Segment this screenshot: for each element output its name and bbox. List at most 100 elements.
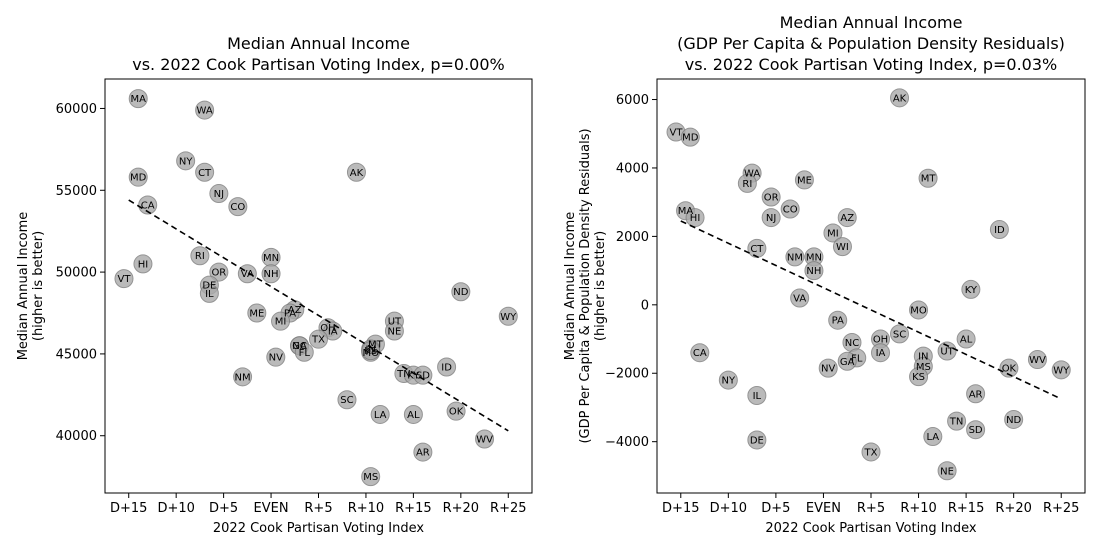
data-point-label: AL bbox=[407, 410, 420, 421]
data-point-al bbox=[956, 329, 976, 349]
data-point-label: MD bbox=[682, 133, 699, 144]
data-point-nm bbox=[233, 367, 253, 387]
x-tick-label: R+25 bbox=[490, 501, 526, 516]
data-point-label: WA bbox=[197, 106, 213, 117]
plot-frame bbox=[656, 78, 1086, 494]
data-point-label: ND bbox=[453, 287, 468, 298]
data-point-label: NE bbox=[940, 466, 954, 477]
y-tick-label: 55000 bbox=[56, 184, 97, 199]
data-point-tx bbox=[309, 329, 328, 349]
data-point-label: UT bbox=[388, 317, 402, 328]
data-point-label: MS bbox=[363, 472, 378, 483]
data-point-label: OK bbox=[449, 407, 464, 418]
plot-frame bbox=[104, 78, 533, 494]
x-tick-label: D+5 bbox=[209, 501, 238, 516]
data-point-ky bbox=[961, 279, 981, 299]
data-point-label: NH bbox=[264, 269, 279, 280]
data-point-al bbox=[403, 404, 423, 424]
y-tick-label: 0 bbox=[641, 298, 649, 313]
data-point-label: SD bbox=[969, 425, 983, 436]
chart-title-line: Median Annual Income bbox=[227, 34, 410, 53]
data-point-wa bbox=[195, 100, 215, 120]
data-point-label: CO bbox=[783, 205, 798, 216]
data-point-label: VA bbox=[793, 293, 806, 304]
data-point-label: AZ bbox=[288, 305, 302, 316]
data-point-label: MA bbox=[130, 94, 146, 105]
x-tick-label: D+5 bbox=[761, 501, 790, 516]
data-point-label: AL bbox=[960, 335, 973, 346]
data-point-label: PA bbox=[832, 316, 844, 327]
data-point-label: IL bbox=[205, 289, 214, 300]
data-point-label: ME bbox=[797, 175, 812, 186]
data-point-la bbox=[923, 427, 943, 447]
data-point-label: LA bbox=[374, 410, 387, 421]
y-axis-label-line: Median Annual Income bbox=[16, 212, 31, 361]
data-point-ut bbox=[937, 341, 957, 361]
data-point-label: NY bbox=[179, 156, 193, 167]
data-point-wi bbox=[832, 237, 852, 257]
data-point-label: OK bbox=[1002, 364, 1017, 375]
y-axis-label-line: (higher is better) bbox=[31, 231, 46, 341]
data-point-label: GA bbox=[292, 341, 307, 352]
data-point-label: CT bbox=[750, 244, 764, 255]
data-point-label: RI bbox=[742, 179, 752, 190]
data-point-label: NY bbox=[722, 376, 736, 387]
data-point-hi bbox=[685, 208, 705, 228]
x-tick-label: R+20 bbox=[995, 501, 1031, 516]
data-point-label: KS bbox=[364, 346, 377, 357]
data-point-il bbox=[199, 283, 219, 303]
data-point-label: DE bbox=[750, 435, 764, 446]
data-point-vt bbox=[114, 269, 134, 289]
data-point-il bbox=[747, 385, 767, 405]
x-tick-label: R+5 bbox=[857, 501, 885, 516]
data-point-nh bbox=[261, 264, 281, 284]
data-point-label: NM bbox=[235, 372, 251, 383]
data-point-label: MT bbox=[368, 340, 384, 351]
data-point-label: TN bbox=[396, 369, 411, 380]
data-point-sc bbox=[337, 390, 357, 410]
data-point-label: FL bbox=[299, 348, 311, 359]
data-point-label: SC bbox=[340, 395, 353, 406]
y-tick-label: 6000 bbox=[616, 93, 649, 108]
chart-title-line: (GDP Per Capita & Population Density Res… bbox=[677, 34, 1065, 53]
data-point-ri bbox=[190, 246, 210, 266]
y-tick-label: 45000 bbox=[56, 347, 97, 362]
data-point-label: TX bbox=[864, 447, 878, 458]
data-point-nd bbox=[451, 282, 471, 302]
data-point-label: KY bbox=[965, 285, 978, 296]
data-point-label: WV bbox=[1029, 355, 1046, 366]
y-axis-label-line: Median Annual Income bbox=[563, 212, 578, 361]
x-axis-label: 2022 Cook Partisan Voting Index bbox=[765, 521, 977, 536]
data-point-de bbox=[747, 430, 767, 450]
data-point-label: FL bbox=[851, 353, 863, 364]
data-point-label: CA bbox=[693, 348, 707, 359]
data-point-label: IA bbox=[876, 348, 886, 359]
data-point-label: ME bbox=[249, 309, 264, 320]
data-point-label: TX bbox=[311, 335, 325, 346]
data-point-nj bbox=[761, 208, 781, 228]
data-point-label: VA bbox=[241, 269, 254, 280]
data-point-ct bbox=[195, 162, 215, 182]
y-tick-label: 2000 bbox=[616, 230, 649, 245]
data-point-label: IN bbox=[365, 345, 375, 356]
trend-line bbox=[128, 199, 509, 432]
data-point-label: MO bbox=[362, 348, 379, 359]
data-point-label: SD bbox=[416, 371, 430, 382]
data-point-wy bbox=[1051, 360, 1071, 380]
x-tick-label: D+10 bbox=[710, 501, 747, 516]
x-tick-label: D+15 bbox=[110, 501, 147, 516]
data-point-id bbox=[989, 220, 1009, 240]
data-point-label: MS bbox=[916, 362, 931, 373]
data-point-md bbox=[128, 167, 148, 187]
data-point-ny bbox=[176, 151, 196, 171]
data-point-label: UT bbox=[940, 347, 954, 358]
x-tick-label: R+15 bbox=[395, 501, 431, 516]
data-point-nh bbox=[804, 261, 824, 281]
data-point-label: MO bbox=[910, 305, 927, 316]
data-point-label: RI bbox=[195, 251, 205, 262]
x-tick-label: D+10 bbox=[157, 501, 194, 516]
data-point-label: IA bbox=[328, 327, 338, 338]
chart-title-line: Median Annual Income bbox=[780, 13, 963, 32]
data-point-label: SC bbox=[893, 329, 906, 340]
data-point-label: WI bbox=[836, 242, 849, 253]
